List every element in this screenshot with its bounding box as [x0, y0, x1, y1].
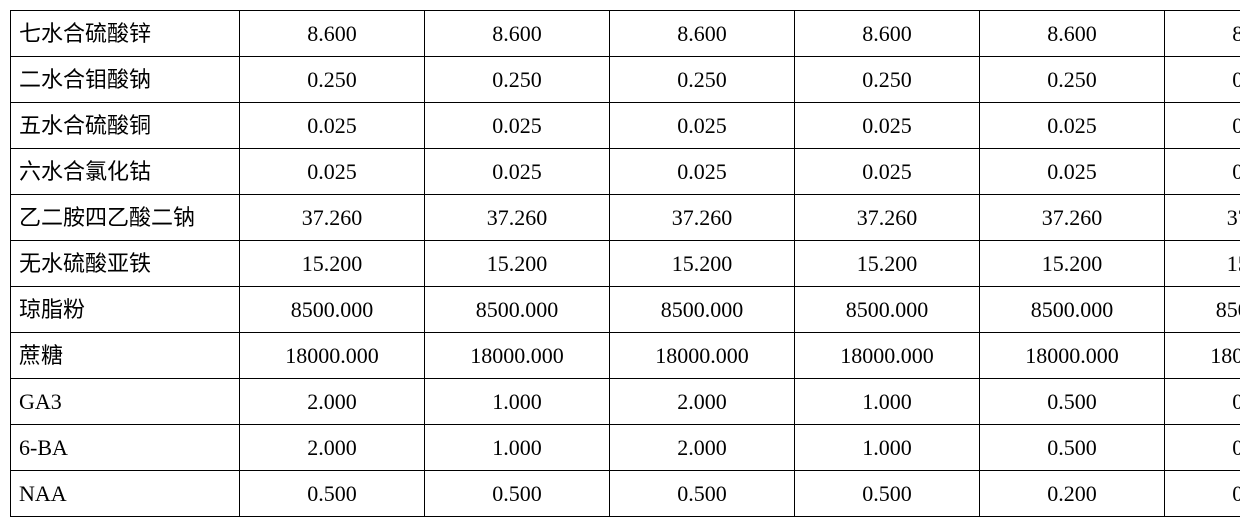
table-row: GA32.0001.0002.0001.0000.5000.000	[11, 379, 1240, 425]
cell-value: 0.025	[1165, 149, 1240, 195]
cell-value: 1.000	[795, 425, 980, 471]
cell-value: 0.025	[240, 149, 425, 195]
cell-value: 15.200	[240, 241, 425, 287]
table-row: 五水合硫酸铜0.0250.0250.0250.0250.0250.025	[11, 103, 1240, 149]
row-label: 五水合硫酸铜	[11, 103, 240, 149]
row-label: GA3	[11, 379, 240, 425]
cell-value: 8500.000	[980, 287, 1165, 333]
cell-value: 0.025	[240, 103, 425, 149]
cell-value: 15.200	[980, 241, 1165, 287]
cell-value: 37.260	[980, 195, 1165, 241]
cell-value: 15.200	[425, 241, 610, 287]
row-label: 蔗糖	[11, 333, 240, 379]
cell-value: 0.000	[1165, 379, 1240, 425]
table-row: 无水硫酸亚铁15.20015.20015.20015.20015.20015.2…	[11, 241, 1240, 287]
cell-value: 0.025	[795, 103, 980, 149]
cell-value: 0.000	[1165, 425, 1240, 471]
cell-value: 8.600	[240, 11, 425, 57]
cell-value: 37.260	[610, 195, 795, 241]
cell-value: 8500.000	[1165, 287, 1240, 333]
cell-value: 0.025	[610, 149, 795, 195]
cell-value: 8500.000	[425, 287, 610, 333]
cell-value: 0.250	[240, 57, 425, 103]
cell-value: 0.025	[795, 149, 980, 195]
cell-value: 2.000	[240, 425, 425, 471]
cell-value: 0.500	[980, 425, 1165, 471]
cell-value: 2.000	[610, 379, 795, 425]
row-label: 六水合氯化钴	[11, 149, 240, 195]
cell-value: 18000.000	[240, 333, 425, 379]
cell-value: 37.260	[240, 195, 425, 241]
table-row: 琼脂粉8500.0008500.0008500.0008500.0008500.…	[11, 287, 1240, 333]
cell-value: 0.250	[610, 57, 795, 103]
composition-table: 七水合硫酸锌8.6008.6008.6008.6008.6008.600二水合钼…	[10, 10, 1240, 517]
table-body: 七水合硫酸锌8.6008.6008.6008.6008.6008.600二水合钼…	[11, 11, 1240, 517]
cell-value: 0.250	[1165, 57, 1240, 103]
table-row: 乙二胺四乙酸二钠37.26037.26037.26037.26037.26037…	[11, 195, 1240, 241]
table-row: 二水合钼酸钠0.2500.2500.2500.2500.2500.250	[11, 57, 1240, 103]
cell-value: 0.025	[610, 103, 795, 149]
row-label: 乙二胺四乙酸二钠	[11, 195, 240, 241]
cell-value: 0.025	[1165, 103, 1240, 149]
cell-value: 0.025	[425, 103, 610, 149]
cell-value: 0.250	[795, 57, 980, 103]
cell-value: 8500.000	[795, 287, 980, 333]
table-row: 蔗糖18000.00018000.00018000.00018000.00018…	[11, 333, 1240, 379]
cell-value: 0.500	[980, 379, 1165, 425]
cell-value: 8.600	[980, 11, 1165, 57]
cell-value: 8.600	[425, 11, 610, 57]
table-row: 七水合硫酸锌8.6008.6008.6008.6008.6008.600	[11, 11, 1240, 57]
cell-value: 37.260	[1165, 195, 1240, 241]
cell-value: 8.600	[610, 11, 795, 57]
cell-value: 37.260	[425, 195, 610, 241]
cell-value: 0.250	[425, 57, 610, 103]
cell-value: 18000.000	[795, 333, 980, 379]
row-label: 七水合硫酸锌	[11, 11, 240, 57]
cell-value: 1.000	[425, 425, 610, 471]
cell-value: 0.025	[980, 103, 1165, 149]
cell-value: 15.200	[1165, 241, 1240, 287]
cell-value: 18000.000	[1165, 333, 1240, 379]
cell-value: 0.025	[425, 149, 610, 195]
cell-value: 18000.000	[980, 333, 1165, 379]
cell-value: 8.600	[1165, 11, 1240, 57]
cell-value: 0.025	[980, 149, 1165, 195]
cell-value: 15.200	[610, 241, 795, 287]
cell-value: 18000.000	[425, 333, 610, 379]
cell-value: 1.000	[425, 379, 610, 425]
cell-value: 1.000	[795, 379, 980, 425]
cell-value: 8.600	[795, 11, 980, 57]
cell-value: 8500.000	[610, 287, 795, 333]
row-label: 无水硫酸亚铁	[11, 241, 240, 287]
row-label: 琼脂粉	[11, 287, 240, 333]
cell-value: 2.000	[240, 379, 425, 425]
cell-value: 15.200	[795, 241, 980, 287]
row-label: 6-BA	[11, 425, 240, 471]
cell-value: 18000.000	[610, 333, 795, 379]
table-row: 6-BA2.0001.0002.0001.0000.5000.000	[11, 425, 1240, 471]
cell-value: 8500.000	[240, 287, 425, 333]
row-label: 二水合钼酸钠	[11, 57, 240, 103]
cell-value: 0.250	[980, 57, 1165, 103]
cell-value: 2.000	[610, 425, 795, 471]
cell-value: 37.260	[795, 195, 980, 241]
table-row: 六水合氯化钴0.0250.0250.0250.0250.0250.025	[11, 149, 1240, 195]
